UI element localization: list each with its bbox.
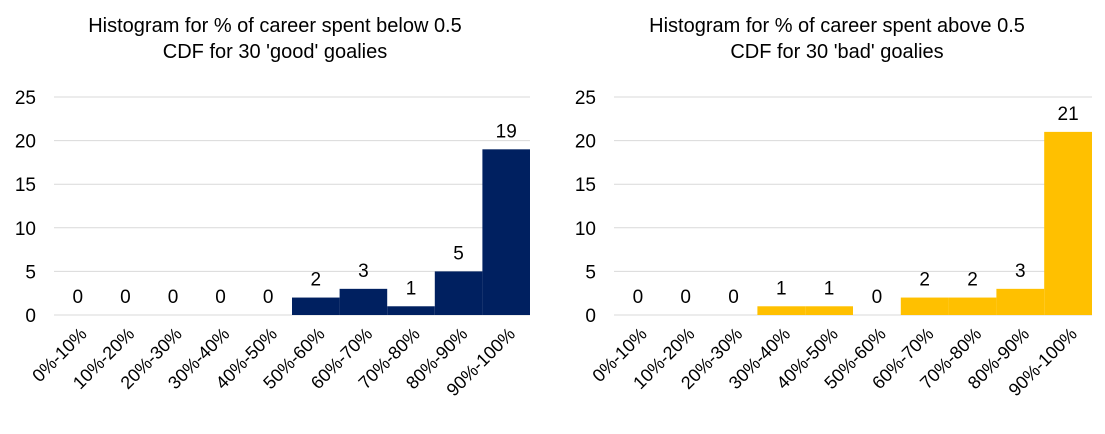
bar [996,288,1045,315]
data-label: 1 [824,278,835,299]
bar [805,306,853,315]
data-label: 3 [358,261,369,282]
data-label: 0 [633,287,644,308]
chart-subtitle: CDF for 30 'good' goalies [163,41,387,63]
data-label: 0 [728,287,739,308]
data-label: 1 [406,278,417,299]
data-label: 21 [1058,104,1079,125]
chart-subtitle: CDF for 30 'bad' goalies [730,41,943,63]
y-tick-label: 15 [15,175,36,196]
chart-title: Histogram for % of career spent above 0.… [649,15,1025,37]
y-tick-label: 25 [575,88,596,109]
data-label: 2 [919,270,930,291]
bar [292,297,340,315]
data-label: 0 [168,287,179,308]
data-label: 0 [120,287,131,308]
bar [757,306,806,315]
data-label: 2 [311,270,322,291]
data-label: 0 [872,287,883,308]
y-tick-label: 15 [575,175,596,196]
y-tick-label: 0 [585,306,596,327]
data-label: 3 [1015,261,1026,282]
data-label: 0 [680,287,691,308]
y-tick-label: 0 [25,306,36,327]
bar [1044,131,1092,315]
chart-bad-goalies: Histogram for % of career spent above 0.… [575,15,1092,400]
y-tick-label: 5 [25,262,36,283]
bar [339,288,388,315]
data-label: 5 [453,243,464,264]
data-label: 0 [263,287,274,308]
data-label: 0 [73,287,84,308]
y-tick-label: 10 [575,219,596,240]
data-label: 1 [776,278,787,299]
data-label: 0 [215,287,226,308]
y-tick-label: 20 [575,132,596,153]
y-tick-label: 5 [585,262,596,283]
y-tick-label: 25 [15,88,36,109]
bar [434,271,483,315]
chart-good-goalies: Histogram for % of career spent below 0.… [15,15,530,400]
data-label: 19 [496,121,517,142]
bar [387,306,435,315]
bar [900,297,949,315]
y-tick-label: 20 [15,132,36,153]
bar [482,149,530,315]
data-label: 2 [967,270,978,291]
chart-title: Histogram for % of career spent below 0.… [88,15,462,37]
bar [948,297,997,315]
y-tick-label: 10 [15,219,36,240]
